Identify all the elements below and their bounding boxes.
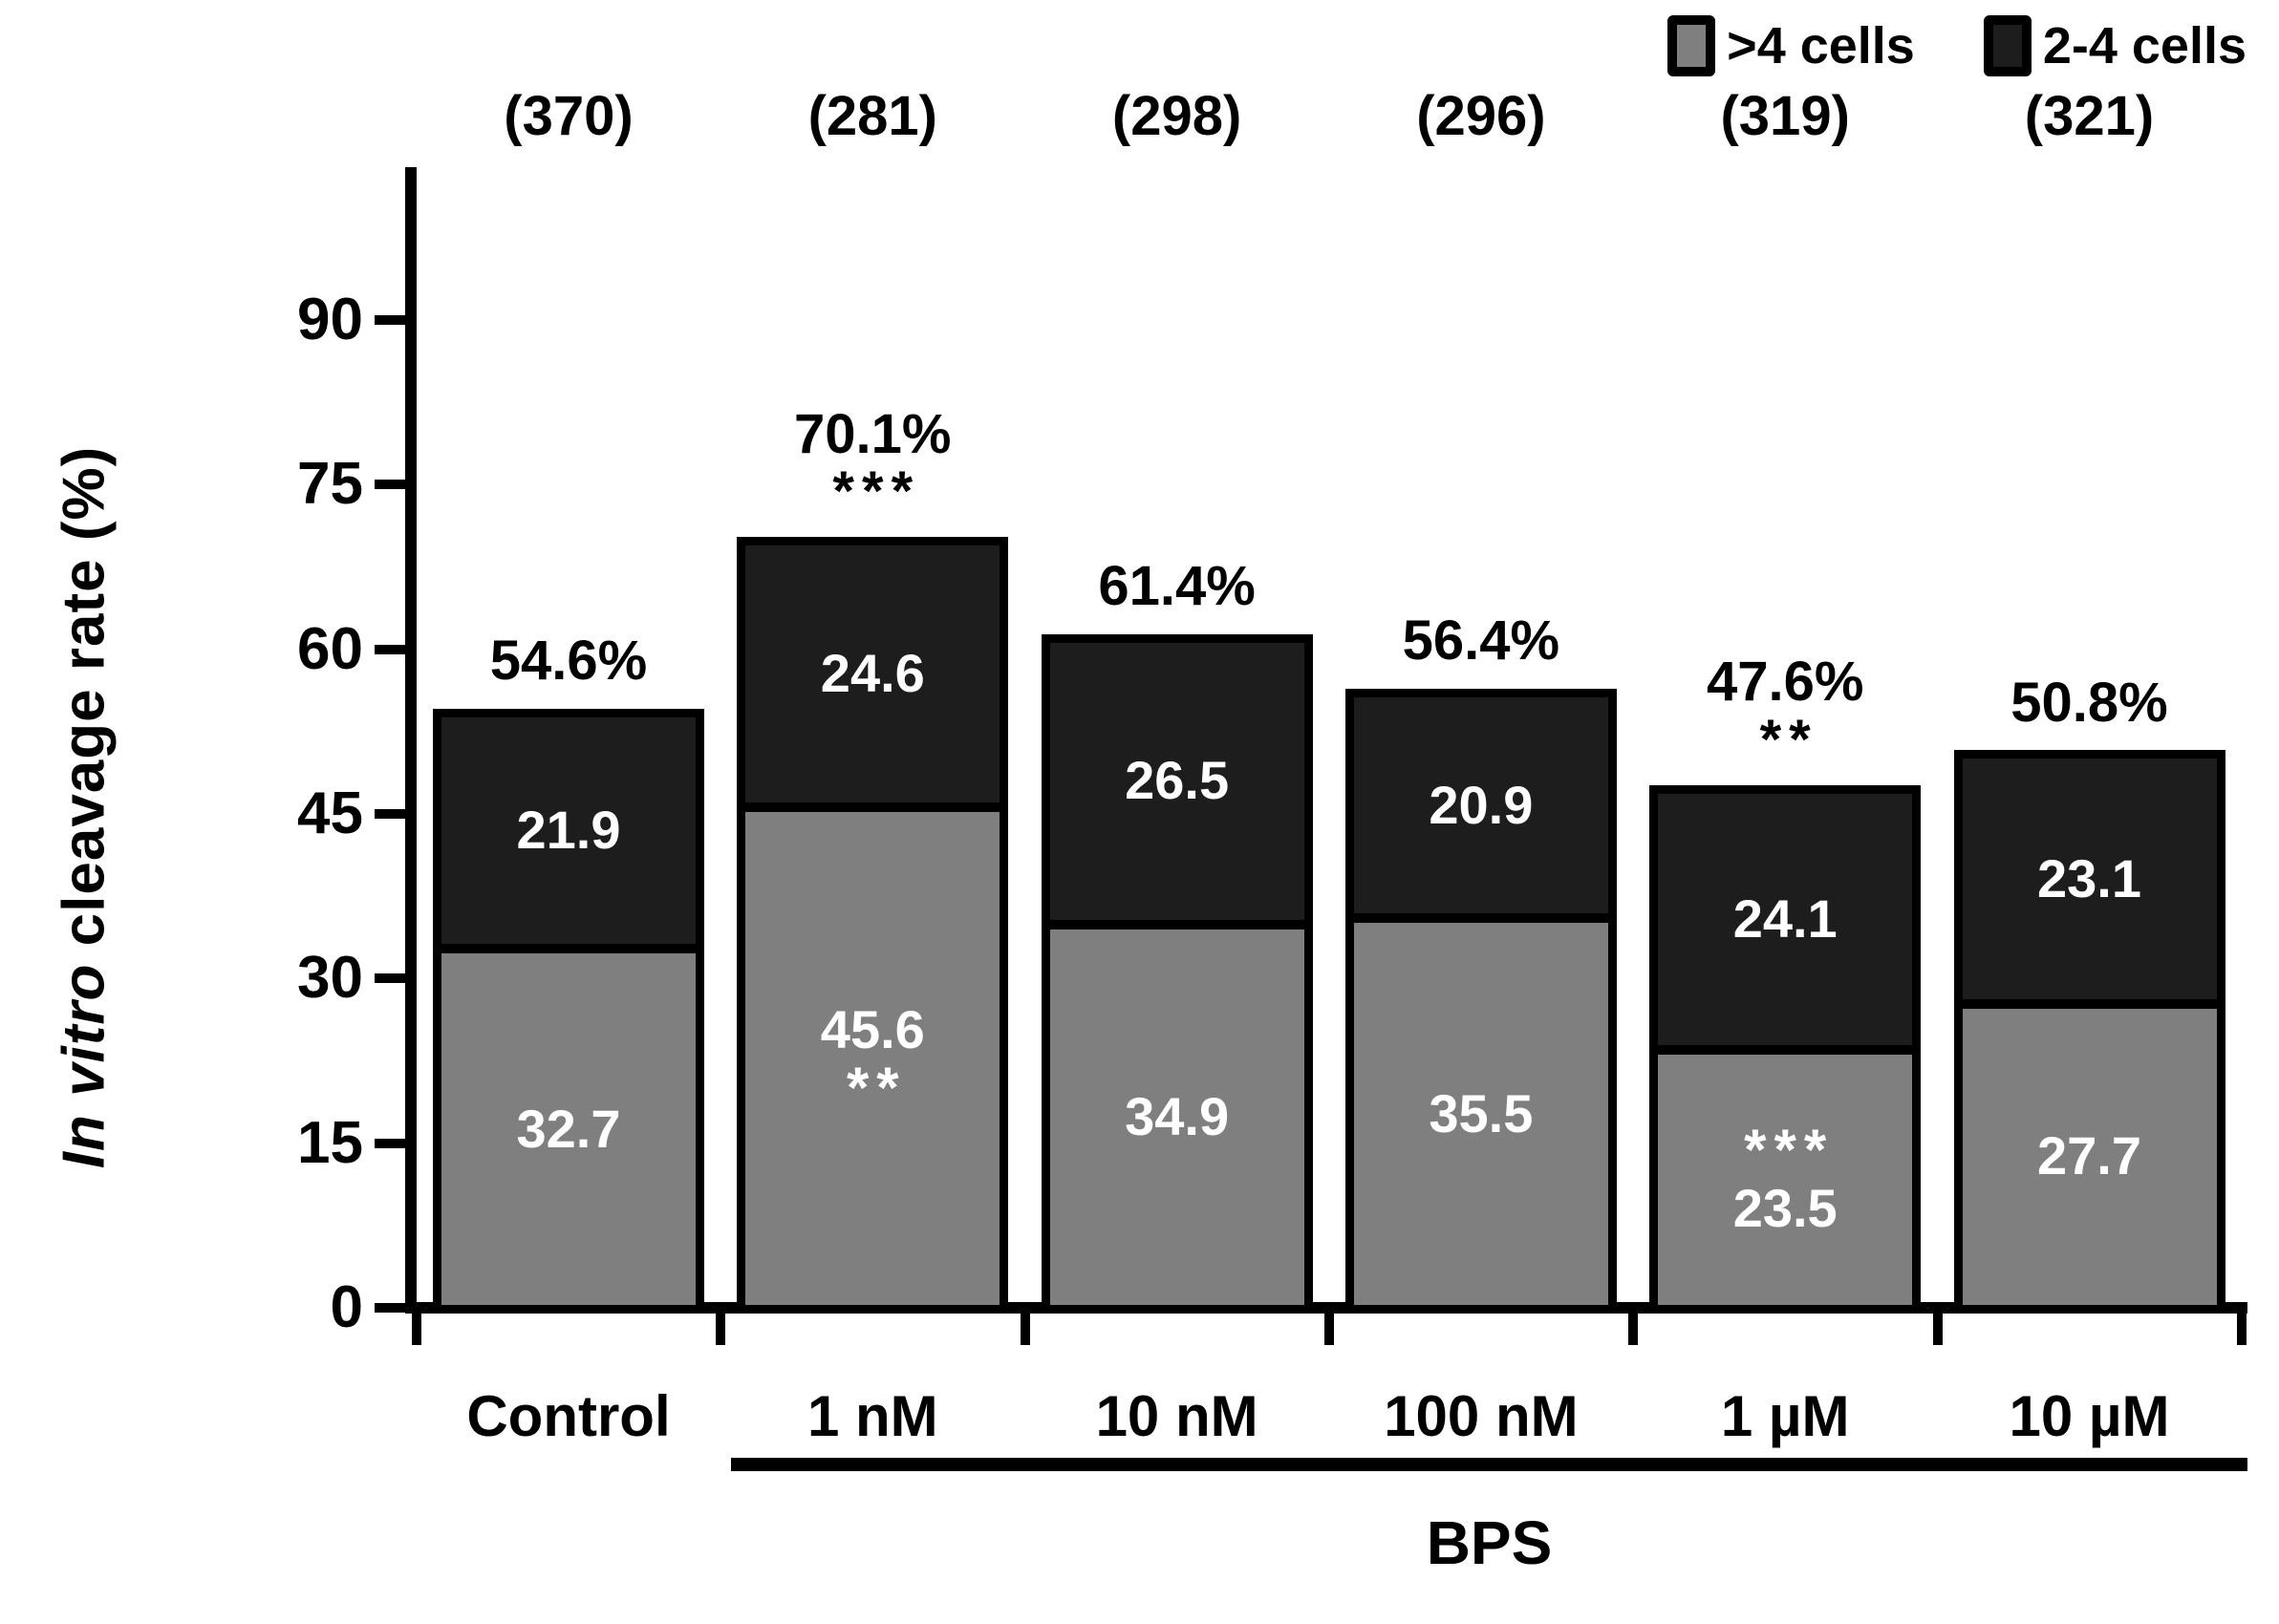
bar-value-gt4-cells: 27.7 (2037, 1125, 2141, 1186)
y-axis-title-rest: cleavage rate (%) (51, 445, 118, 964)
bps-group-label: BPS (1426, 1508, 1553, 1577)
bar-value-gt4-cells: 23.5 (1732, 1177, 1838, 1238)
bar-total-label: 61.4% (1024, 554, 1328, 617)
significance-stars-inside: *** (1744, 1117, 1835, 1182)
total-percent-text: 50.8% (2010, 671, 2168, 734)
y-axis-title-italic: In vitro (51, 963, 118, 1169)
bar-value-2-4-cells: 23.1 (2037, 847, 2141, 908)
bar-segment-2-4-cells: 24.1 (1649, 785, 1922, 1050)
legend-label: 2-4 cells (2042, 17, 2247, 75)
x-axis-tick (1628, 1313, 1639, 1345)
y-axis-tick-label: 30 (297, 945, 363, 1012)
y-axis-tick (375, 1138, 407, 1148)
y-axis-tick-label: 45 (297, 780, 363, 846)
legend-item: 2-4 cells (1983, 15, 2247, 76)
y-axis-title: In vitro cleavage rate (%) (51, 446, 118, 1169)
x-axis-tick (1323, 1313, 1334, 1345)
bar-segment-2-4-cells: 26.5 (1041, 633, 1313, 925)
x-axis-category-label: Control (466, 1384, 671, 1448)
y-axis-tick (375, 480, 407, 490)
bar-segment-gt4-cells: 32.7 (433, 949, 704, 1314)
x-axis-category-label: 10 µM (2009, 1384, 2170, 1448)
bar-segment-gt4-cells: 34.9 (1041, 924, 1313, 1314)
sample-count-label: (296) (1416, 85, 1546, 147)
y-axis-tick-label: 15 (297, 1109, 363, 1176)
sample-count-label: (319) (1720, 85, 1850, 147)
y-axis-tick (375, 1303, 407, 1313)
total-percent-text: 54.6% (489, 630, 648, 693)
bar-total-label: 50.8% (1937, 673, 2241, 734)
total-percent-text: 61.4% (1098, 554, 1256, 617)
bar-value-gt4-cells: 32.7 (516, 1098, 621, 1159)
bar-segment-2-4-cells: 23.1 (1953, 750, 2225, 1004)
bar-total-label: 47.6% ** (1633, 652, 1937, 768)
bar-segment-gt4-cells: 35.5 (1344, 918, 1617, 1314)
bar-segment-2-4-cells: 20.9 (1344, 688, 1617, 919)
significance-stars-inside: ** (846, 1056, 907, 1121)
legend-swatch-2-4-cells (1983, 15, 2032, 76)
total-percent-text: 47.6% (1706, 651, 1864, 714)
y-axis-tick-label: 90 (297, 286, 363, 353)
legend: >4 cells 2-4 cells (1667, 15, 2247, 76)
y-axis-tick-label: 0 (330, 1274, 363, 1340)
bar-segment-2-4-cells: 24.6 (737, 537, 1009, 808)
x-axis-tick (1932, 1313, 1943, 1345)
bar-segment-2-4-cells: 21.9 (433, 708, 704, 950)
y-axis-tick-label: 60 (297, 615, 363, 682)
sample-count-label: (281) (807, 85, 937, 147)
bar-total-label: 54.6% (417, 630, 720, 693)
legend-swatch-gt4-cells (1667, 15, 1716, 76)
sample-count-label: (321) (2024, 85, 2155, 147)
bar-value-2-4-cells: 26.5 (1125, 750, 1230, 811)
bar-total-label: 70.1% *** (720, 402, 1024, 524)
legend-item: >4 cells (1667, 15, 1915, 76)
y-axis-tick (375, 973, 407, 984)
total-percent-text: 56.4% (1402, 609, 1560, 673)
significance-stars-above: *** (832, 460, 921, 524)
bar-value-2-4-cells: 21.9 (516, 800, 621, 861)
bar-segment-gt4-cells: 45.6 ** (737, 807, 1009, 1314)
x-axis-tick (412, 1313, 421, 1345)
bar-value-2-4-cells: 24.1 (1732, 888, 1838, 950)
bar-value-gt4-cells: 45.6 (820, 998, 925, 1059)
bar-value-gt4-cells: 34.9 (1125, 1086, 1230, 1147)
x-axis-tick (716, 1313, 726, 1345)
significance-stars-above: ** (1759, 709, 1818, 772)
x-axis-tick (1020, 1313, 1030, 1345)
legend-label: >4 cells (1727, 17, 1915, 75)
x-axis-category-label: 1 µM (1720, 1384, 1850, 1448)
x-axis-category-label: 10 nM (1095, 1384, 1258, 1448)
bar-value-2-4-cells: 20.9 (1429, 774, 1534, 835)
bar-total-label: 56.4% (1329, 611, 1633, 672)
sample-count-label: (298) (1111, 85, 1242, 147)
y-axis-tick (375, 314, 407, 325)
y-axis-tick (375, 808, 407, 819)
bar-value-2-4-cells: 24.6 (820, 643, 925, 704)
x-axis-category-label: 1 nM (806, 1384, 938, 1448)
y-axis-tick (375, 644, 407, 654)
x-axis-tick (2236, 1313, 2247, 1345)
sample-count-label: (370) (504, 85, 634, 147)
bar-segment-gt4-cells: *** 23.5 (1649, 1049, 1922, 1314)
x-axis-category-label: 100 nM (1384, 1384, 1579, 1448)
y-axis-tick-label: 75 (297, 451, 363, 518)
total-percent-text: 70.1% (794, 402, 952, 465)
bps-group-underline (731, 1458, 2247, 1471)
bar-segment-gt4-cells: 27.7 (1953, 1003, 2225, 1314)
bar-value-gt4-cells: 35.5 (1429, 1082, 1534, 1143)
y-axis-spine (405, 167, 417, 1314)
